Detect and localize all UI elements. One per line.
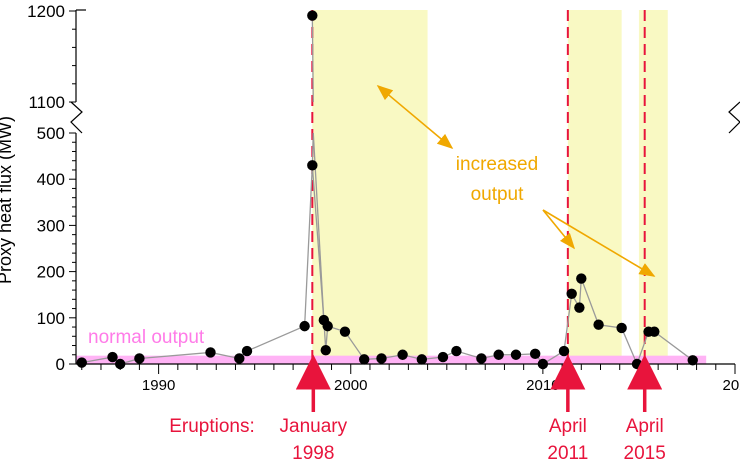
y-tick-label-0: 0 — [56, 355, 65, 374]
eruption-label-3-line2: 2015 — [624, 443, 666, 464]
data-point-31 — [616, 322, 627, 334]
arrow-to-2015-period — [542, 209, 656, 277]
data-point-26 — [558, 345, 570, 357]
x-tick-label-2010: 2010 — [526, 377, 559, 394]
eruptions-title: Eruptions: — [169, 416, 255, 437]
y-tick-label-400: 400 — [37, 170, 65, 189]
data-point-17 — [397, 349, 408, 360]
increased-output-label-line2: output — [471, 184, 525, 205]
y-tick-label-1200: 1200 — [27, 2, 65, 21]
data-point-19 — [437, 351, 449, 363]
data-point-14 — [339, 326, 351, 337]
normal-output-label: normal output — [88, 327, 205, 348]
series-points — [76, 10, 698, 370]
data-point-8 — [299, 320, 310, 332]
data-point-6 — [234, 353, 245, 364]
data-point-30 — [593, 319, 604, 330]
x-tick-label-1990: 1990 — [142, 377, 175, 394]
data-point-13 — [322, 320, 333, 332]
series-polyline — [81, 165, 694, 366]
eruption-label-1-line1: January — [280, 416, 348, 437]
increased-output-period-1 — [312, 10, 428, 364]
y-tick-label-1100: 1100 — [28, 93, 65, 112]
data-point-24 — [529, 348, 541, 360]
y-axis-label: Proxy heat flux (MW) — [0, 116, 15, 284]
data-point-15 — [358, 354, 370, 365]
data-point-35 — [687, 355, 698, 366]
eruption-label-2-line2: 2011 — [547, 443, 588, 464]
x-tick-label-2000: 2000 — [334, 377, 367, 394]
data-point-10 — [307, 10, 318, 21]
data-point-5 — [205, 347, 216, 358]
y-tick-label-300: 300 — [37, 216, 65, 235]
eruption-label-2-line1: April — [549, 416, 587, 437]
data-point-1 — [76, 357, 87, 368]
x-tick-label-202: 202 — [722, 377, 740, 394]
increased-output-period-3 — [638, 10, 668, 364]
arrow-to-1998-period — [376, 84, 454, 150]
spike-upper — [311, 15, 314, 103]
eruption-label-1-line2: 1998 — [292, 443, 334, 464]
axes: 199020002010202010020030040050011001200 — [27, 2, 740, 394]
normal-output-band — [76, 355, 707, 364]
data-point-2 — [107, 351, 118, 363]
increased-output-shading — [312, 10, 668, 364]
y-axis-break-right — [728, 101, 740, 134]
y-axis-break-left — [70, 101, 83, 134]
labels: Proxy heat flux (MW) normal output incre… — [0, 116, 538, 437]
y-tick-label-200: 200 — [37, 263, 65, 282]
y-tick-label-500: 500 — [37, 124, 65, 143]
eruption-labels: January 1998 April 2011 April 2015 — [280, 354, 666, 464]
data-point-9 — [307, 160, 318, 171]
data-point-29 — [576, 273, 587, 284]
eruption-label-3-line1: April — [626, 416, 664, 437]
data-point-16 — [376, 353, 387, 364]
data-point-12 — [320, 344, 331, 356]
data-point-27 — [566, 288, 577, 299]
data-point-21 — [476, 353, 487, 364]
data-point-20 — [451, 345, 462, 357]
annotation-arrows — [376, 84, 656, 277]
normal-output-band-rect — [76, 355, 707, 364]
data-point-7 — [241, 345, 253, 357]
data-point-22 — [493, 349, 504, 360]
increased-output-label-line1: increased — [456, 154, 538, 175]
data-point-4 — [134, 353, 145, 364]
y-tick-label-100: 100 — [37, 309, 65, 328]
data-point-18 — [416, 354, 428, 365]
data-point-23 — [510, 349, 522, 360]
data-point-34 — [649, 326, 660, 337]
data-point-28 — [574, 302, 585, 313]
arrow-to-2011-period — [542, 209, 576, 250]
